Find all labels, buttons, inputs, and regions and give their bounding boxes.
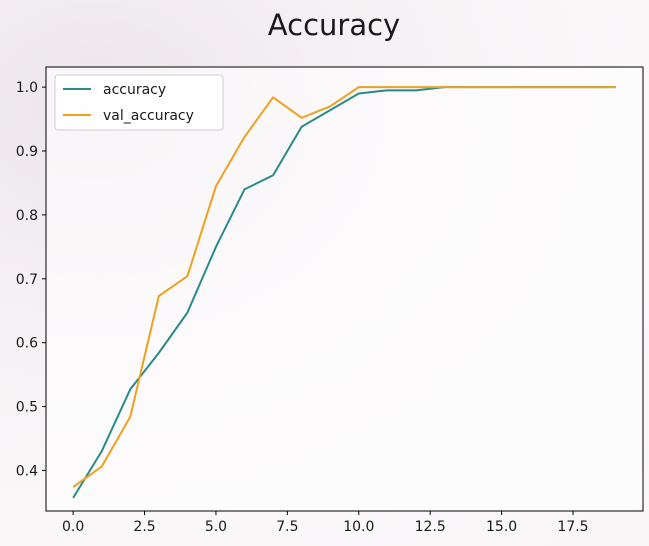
x-tick-label: 7.5 — [276, 519, 298, 535]
x-tick-label: 17.5 — [557, 519, 588, 535]
axes-frame — [45, 66, 644, 512]
legend-label-val-accuracy: val_accuracy — [103, 108, 194, 124]
x-axis: 0.0 2.5 5.0 7.5 10.0 12.5 15.0 17.5 — [62, 511, 589, 535]
y-tick-label: 0.5 — [16, 400, 38, 416]
y-tick-label: 0.7 — [16, 272, 38, 288]
plot-area — [45, 66, 644, 512]
y-tick-label: 0.8 — [16, 208, 38, 224]
series-layer — [72, 86, 616, 499]
y-tick-label: 1.0 — [16, 80, 38, 96]
y-tick-label: 0.4 — [16, 463, 38, 479]
x-tick-label: 5.0 — [205, 519, 227, 535]
x-tick-label: 0.0 — [62, 519, 84, 535]
y-tick-label: 0.6 — [16, 336, 38, 352]
legend-label-accuracy: accuracy — [103, 82, 166, 98]
y-tick-label: 0.9 — [16, 144, 38, 160]
x-tick-label: 15.0 — [486, 519, 517, 535]
series-line-val-accuracy — [72, 86, 616, 488]
y-axis: 0.4 0.5 0.6 0.7 0.8 0.9 1.0 — [16, 80, 46, 479]
axes-background — [46, 67, 643, 511]
legend: accuracy val_accuracy — [54, 74, 224, 131]
chart-title: Accuracy — [268, 8, 400, 42]
x-tick-label: 2.5 — [133, 519, 155, 535]
legend-box — [54, 74, 224, 131]
x-tick-label: 10.0 — [343, 519, 374, 535]
x-tick-label: 12.5 — [415, 519, 446, 535]
